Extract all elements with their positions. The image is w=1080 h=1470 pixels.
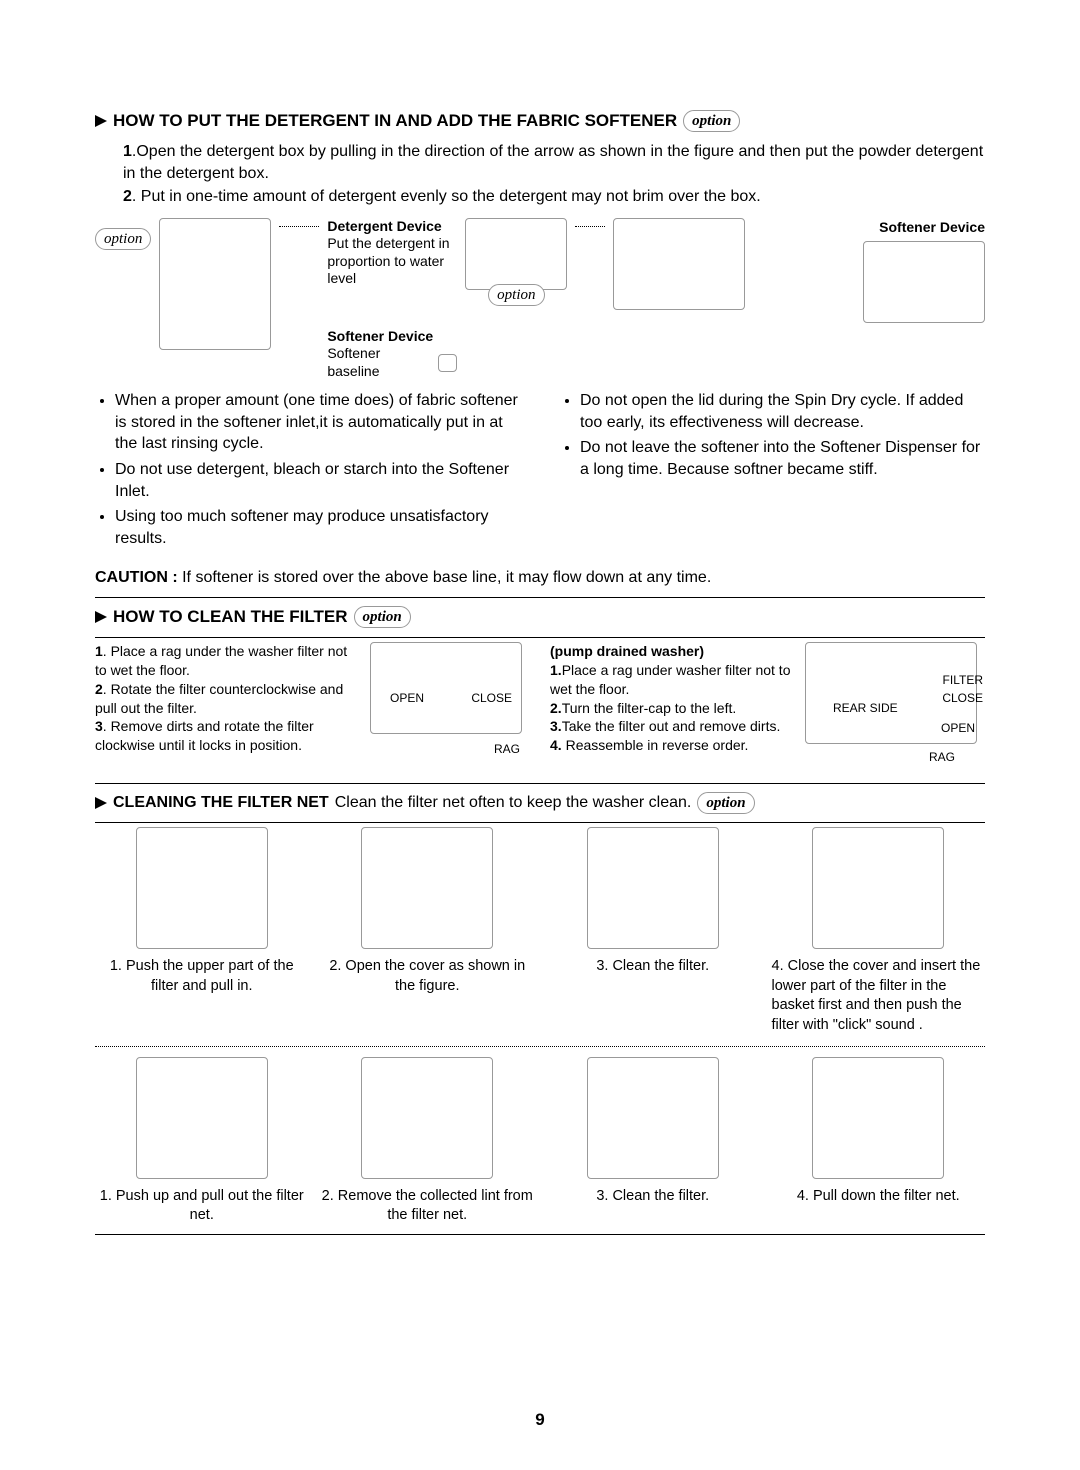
option-badge-icon: option: [95, 228, 151, 250]
step: 2. Put in one-time amount of detergent e…: [123, 186, 985, 208]
step-illustration: [361, 1057, 493, 1179]
section1-title-text: HOW TO PUT THE DETERGENT IN AND ADD THE …: [113, 110, 677, 133]
arrow-icon: [95, 115, 107, 127]
filter-rear-illustration: FILTER CLOSE OPEN REAR SIDE RAG: [805, 642, 985, 755]
softener-device-illustration: [863, 241, 985, 323]
section3-title: CLEANING THE FILTER NET Clean the filter…: [95, 792, 985, 814]
section1-steps: 1.Open the detergent box by pulling in t…: [95, 141, 985, 208]
step-illustration: [812, 1057, 944, 1179]
section2-title: HOW TO CLEAN THE FILTER option: [95, 606, 985, 629]
arrow-icon: [95, 797, 107, 809]
drawer-open-illustration: [613, 218, 745, 310]
option-badge-icon: option: [488, 284, 544, 306]
bullet: When a proper amount (one time does) of …: [115, 390, 520, 455]
bullet: Do not leave the softener into the Softe…: [580, 437, 985, 480]
detergent-diagram-row: option Detergent Device Put the detergen…: [95, 218, 985, 381]
pump-drained-title: (pump drained washer): [550, 642, 795, 661]
section1-title: HOW TO PUT THE DETERGENT IN AND ADD THE …: [95, 110, 985, 133]
step-illustration: [361, 827, 493, 949]
step: 1.Open the detergent box by pulling in t…: [123, 141, 985, 184]
baseline-icon: [438, 354, 457, 372]
dotted-leader: [575, 226, 605, 227]
bullet: Do not open the lid during the Spin Dry …: [580, 390, 985, 433]
divider: [95, 822, 985, 823]
softener-device-right: Softener Device: [753, 218, 985, 323]
step-illustration: [136, 1057, 268, 1179]
caution-line: CAUTION : If softener is stored over the…: [95, 567, 985, 589]
section2-title-text: HOW TO CLEAN THE FILTER: [113, 606, 348, 629]
filter-net-row1: 1. Push the upper part of the filter and…: [95, 827, 985, 1035]
page-number: 9: [0, 1409, 1080, 1432]
drawer-illustration: [465, 218, 567, 290]
option-badge-icon: option: [683, 110, 740, 132]
step-illustration: [812, 827, 944, 949]
filter-front-illustration: OPEN CLOSE RAG: [370, 642, 530, 755]
dotted-leader: [279, 226, 319, 227]
arrow-icon: [95, 611, 107, 623]
divider: [95, 637, 985, 638]
step-illustration: [587, 1057, 719, 1179]
divider: [95, 1234, 985, 1235]
divider: [95, 783, 985, 784]
bullet: Do not use detergent, bleach or starch i…: [115, 459, 520, 502]
manual-page: HOW TO PUT THE DETERGENT IN AND ADD THE …: [0, 0, 1080, 1470]
detergent-device-label: Detergent Device Put the detergent in pr…: [327, 218, 457, 381]
filter-instructions: 1. Place a rag under the washer filter n…: [95, 642, 985, 755]
section1-bullets: When a proper amount (one time does) of …: [95, 390, 985, 553]
step-illustration: [136, 827, 268, 949]
divider: [95, 597, 985, 598]
step-illustration: [587, 827, 719, 949]
option-badge-icon: option: [697, 792, 754, 814]
detergent-box-illustration: [159, 218, 271, 350]
option-badge-icon: option: [354, 606, 411, 628]
dotted-divider: [95, 1046, 985, 1047]
bullet: Using too much softener may produce unsa…: [115, 506, 520, 549]
filter-net-row2: 1. Push up and pull out the filter net. …: [95, 1057, 985, 1226]
